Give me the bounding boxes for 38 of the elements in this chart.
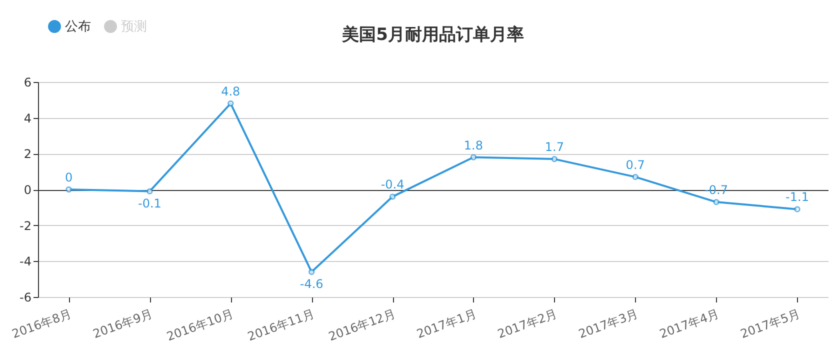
- x-tick-label: 2016年12月: [326, 306, 398, 344]
- y-tick-label: 4: [24, 111, 32, 126]
- data-label: 0: [64, 170, 73, 184]
- data-label: -4.6: [300, 276, 324, 291]
- data-label: 0.7: [626, 158, 645, 172]
- point: [308, 268, 315, 276]
- point: [146, 188, 153, 194]
- point: [551, 156, 558, 162]
- chart-title: 美国5月耐用品订单月率: [341, 25, 524, 45]
- point: [228, 100, 234, 107]
- data-label: 4.8: [221, 84, 240, 98]
- y-tick-label: -6: [20, 290, 32, 304]
- data-label: 1.7: [544, 140, 564, 154]
- x-tick-label: 2016年9月: [91, 306, 154, 342]
- data-label: -0.1: [138, 196, 162, 210]
- data-label: -1.1: [786, 190, 809, 204]
- point: [713, 198, 720, 206]
- data-label: -0.4: [380, 178, 404, 192]
- y-tick-label: -4: [20, 254, 32, 269]
- point: [66, 186, 72, 193]
- x-tick-label: 2016年11月: [246, 306, 316, 344]
- y-tick-label: 0: [24, 183, 32, 197]
- data-label: 1.8: [464, 138, 484, 152]
- x-tick-label: 2017年1月: [414, 306, 478, 342]
- y-tick-label: -2: [20, 218, 32, 233]
- point: [632, 174, 638, 180]
- legend-label: 公布: [65, 20, 91, 35]
- y-tick-label: 6: [24, 76, 32, 90]
- x-tick-label: 2017年2月: [496, 306, 560, 342]
- x-tick-label: 2017年4月: [658, 306, 721, 342]
- point: [794, 206, 800, 212]
- x-tick-label: 2017年5月: [738, 306, 802, 342]
- x-tick-label: 2016年8月: [10, 306, 74, 342]
- x-tick-label: 2017年3月: [576, 306, 640, 342]
- point: [470, 154, 477, 160]
- point: [389, 194, 396, 200]
- y-tick-label: 2: [24, 147, 32, 162]
- x-tick-label: 2016年10月: [164, 306, 236, 344]
